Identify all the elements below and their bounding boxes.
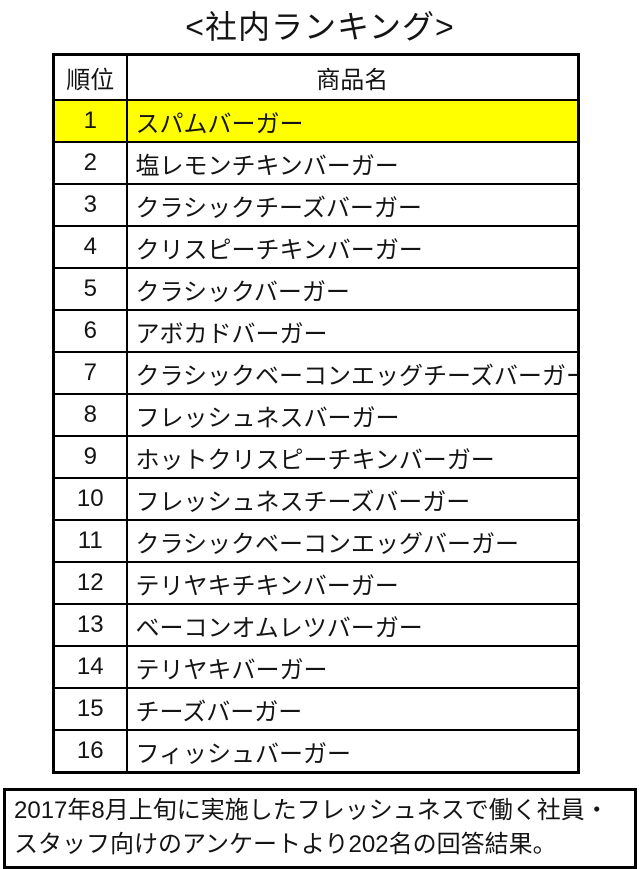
survey-note-line-1: 2017年8月上旬に実施したフレッシュネスで働く社員・ [14, 797, 609, 824]
table-header: 順位 商品名 [52, 53, 580, 101]
product-name-cell: ベーコンオムレツバーガー [125, 603, 580, 647]
rank-cell: 14 [52, 645, 128, 689]
product-name-cell: テリヤキバーガー [125, 645, 580, 689]
table-row: 7 クラシックベーコンエッグチーズバーガー [52, 351, 580, 395]
rank-cell: 15 [52, 687, 128, 731]
product-name-cell: アボカドバーガー [125, 309, 580, 353]
table-row: 13 ベーコンオムレツバーガー [52, 603, 580, 647]
rank-cell: 2 [52, 141, 128, 185]
rank-cell: 8 [52, 393, 128, 437]
table-row-rank1-highlighted: 1 スパムバーガー [52, 99, 580, 143]
product-name-cell: クラシックバーガー [125, 267, 580, 311]
survey-note-box: 2017年8月上旬に実施したフレッシュネスで働く社員・ スタッフ向けのアンケート… [3, 788, 637, 869]
rank-cell: 12 [52, 561, 128, 605]
rank-cell: 11 [52, 519, 128, 563]
table-row: 14 テリヤキバーガー [52, 645, 580, 689]
rank-cell: 7 [52, 351, 128, 395]
rank-cell: 10 [52, 477, 128, 521]
table-row: 6 アボカドバーガー [52, 309, 580, 353]
ranking-table: 順位 商品名 1 スパムバーガー 2 塩レモンチキンバーガー 3 クラシックチー… [52, 53, 580, 774]
rank-cell: 16 [52, 729, 128, 774]
rank-column-header: 順位 [52, 53, 128, 101]
product-name-cell: クラシックベーコンエッグチーズバーガー [125, 351, 580, 395]
product-name-cell: クラシックベーコンエッグバーガー [125, 519, 580, 563]
rank-cell: 9 [52, 435, 128, 479]
product-name-cell: フィッシュバーガー [125, 729, 580, 774]
table-row: 5 クラシックバーガー [52, 267, 580, 311]
product-name-cell: クリスピーチキンバーガー [125, 225, 580, 269]
rank-cell: 1 [52, 99, 128, 143]
table-row: 15 チーズバーガー [52, 687, 580, 731]
table-row: 3 クラシックチーズバーガー [52, 183, 580, 227]
rank-cell: 4 [52, 225, 128, 269]
table-row: 16 フィッシュバーガー [52, 729, 580, 774]
table-body: 1 スパムバーガー 2 塩レモンチキンバーガー 3 クラシックチーズバーガー 4… [52, 99, 580, 774]
product-name-column-header: 商品名 [125, 53, 580, 101]
product-name-cell: クラシックチーズバーガー [125, 183, 580, 227]
product-name-cell: スパムバーガー [125, 99, 580, 143]
table-row: 4 クリスピーチキンバーガー [52, 225, 580, 269]
product-name-cell: フレッシュネスバーガー [125, 393, 580, 437]
table-row: 10 フレッシュネスチーズバーガー [52, 477, 580, 521]
table-row: 11 クラシックベーコンエッグバーガー [52, 519, 580, 563]
rank-cell: 6 [52, 309, 128, 353]
rank-cell: 3 [52, 183, 128, 227]
rank-cell: 5 [52, 267, 128, 311]
table-row: 12 テリヤキチキンバーガー [52, 561, 580, 605]
page-title: <社内ランキング> [185, 9, 455, 45]
product-name-cell: テリヤキチキンバーガー [125, 561, 580, 605]
header-row: 順位 商品名 [52, 53, 580, 101]
rank-cell: 13 [52, 603, 128, 647]
product-name-cell: ホットクリスピーチキンバーガー [125, 435, 580, 479]
product-name-cell: 塩レモンチキンバーガー [125, 141, 580, 185]
product-name-cell: チーズバーガー [125, 687, 580, 731]
table-row: 9 ホットクリスピーチキンバーガー [52, 435, 580, 479]
table-row: 8 フレッシュネスバーガー [52, 393, 580, 437]
product-name-cell: フレッシュネスチーズバーガー [125, 477, 580, 521]
table-row: 2 塩レモンチキンバーガー [52, 141, 580, 185]
survey-note-line-2: スタッフ向けのアンケートより202名の回答結果。 [14, 831, 557, 858]
